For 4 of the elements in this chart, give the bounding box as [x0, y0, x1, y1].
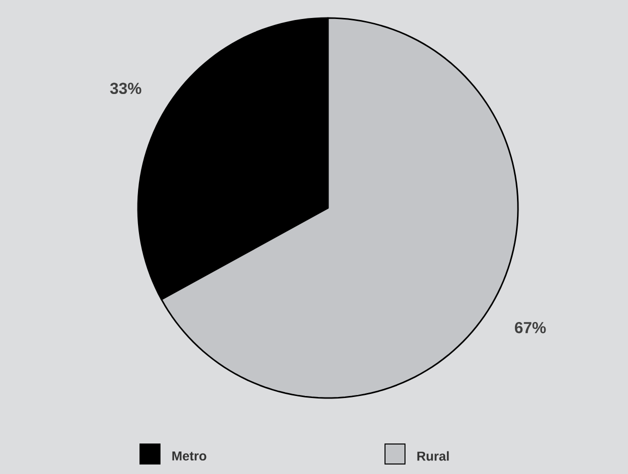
- legend-label: Metro: [172, 451, 206, 460]
- data-label: 67%: [514, 322, 546, 334]
- data-label: 33%: [110, 82, 142, 94]
- legend-label: Rural: [417, 451, 449, 461]
